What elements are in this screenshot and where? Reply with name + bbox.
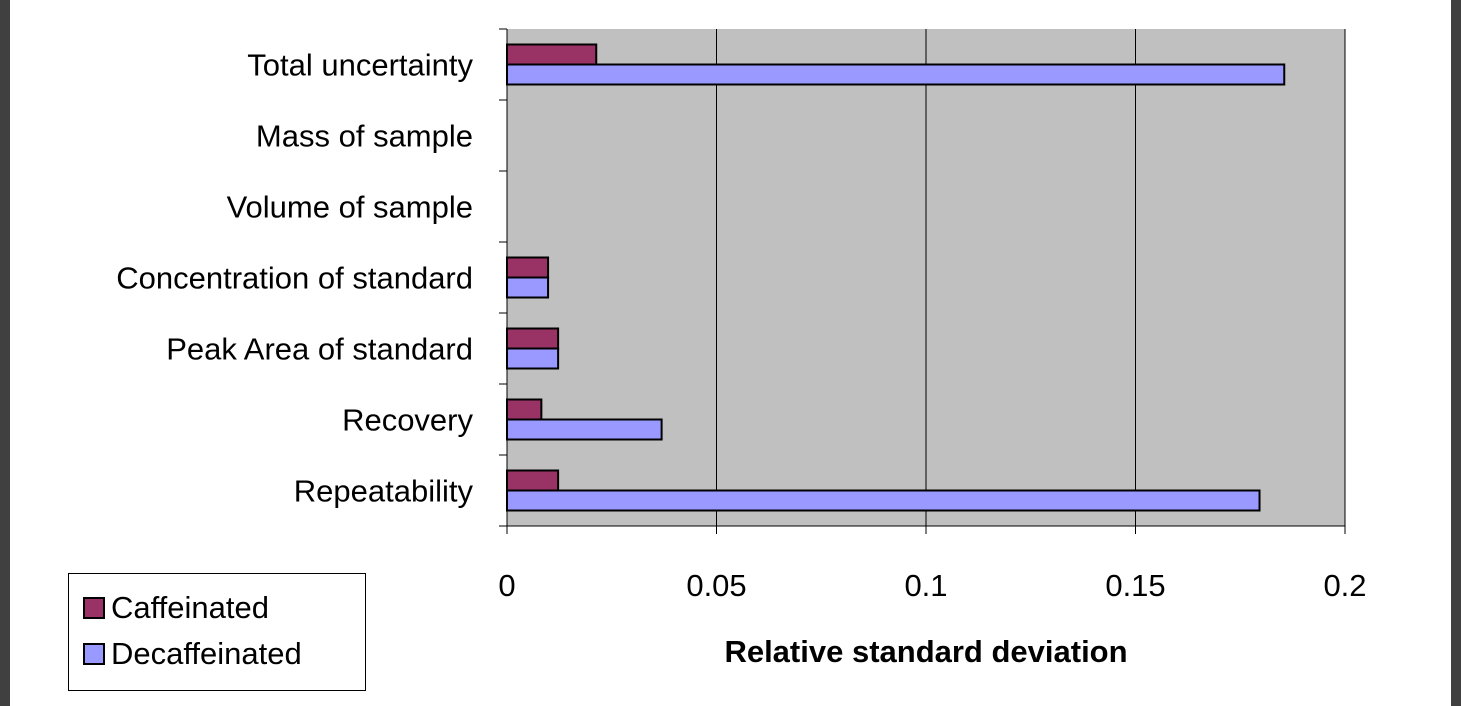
legend-swatch-caffeinated (83, 597, 105, 619)
x-tick-label-0.1: 0.1 (904, 568, 947, 603)
bar-chart: Total uncertainty Mass of sample Volume of… (116, 28, 1367, 669)
bar-decaffeinated-6 (506, 489, 1261, 512)
chart-frame: Total uncertainty Mass of sample Volume of… (10, 0, 1451, 706)
category-label-2: Volume of sample (227, 190, 473, 225)
category-labels: Total uncertainty Mass of sample Volume of… (116, 48, 473, 509)
bar-decaffeinated-0 (506, 63, 1286, 86)
bar-decaffeinated-5 (506, 418, 663, 441)
bar-decaffeinated-3 (506, 276, 550, 299)
bar-caffeinated-5 (506, 398, 543, 421)
legend-swatch-decaffeinated (83, 643, 105, 665)
tick-labels: 0 0.05 0.1 0.15 0.2 (498, 568, 1366, 603)
legend-label-caffeinated: Caffeinated (111, 590, 269, 625)
legend-item-caffeinated: Caffeinated (83, 588, 269, 628)
bar-caffeinated-3 (506, 256, 550, 279)
grid-lines (716, 29, 1346, 526)
x-tick-label-0.2: 0.2 (1323, 568, 1366, 603)
x-axis-title: Relative standard deviation (724, 634, 1127, 669)
bar-decaffeinated-4 (506, 347, 560, 370)
category-label-6: Repeatability (294, 474, 474, 509)
category-label-1: Mass of sample (256, 119, 473, 154)
x-tick-label-0: 0 (498, 568, 515, 603)
category-label-0: Total uncertainty (247, 48, 473, 83)
bar-caffeinated-0 (506, 43, 598, 66)
legend: Caffeinated Decaffeinated (68, 573, 366, 691)
category-label-4: Peak Area of standard (166, 332, 473, 367)
axes (499, 28, 1346, 534)
category-label-3: Concentration of standard (116, 261, 473, 296)
bar-caffeinated-6 (506, 469, 560, 492)
legend-label-decaffeinated: Decaffeinated (111, 636, 302, 671)
bars (506, 43, 1286, 512)
x-tick-label-0.15: 0.15 (1105, 568, 1165, 603)
x-tick-label-0.05: 0.05 (686, 568, 746, 603)
legend-item-decaffeinated: Decaffeinated (83, 634, 302, 674)
category-label-5: Recovery (342, 403, 473, 438)
bar-caffeinated-4 (506, 327, 560, 350)
